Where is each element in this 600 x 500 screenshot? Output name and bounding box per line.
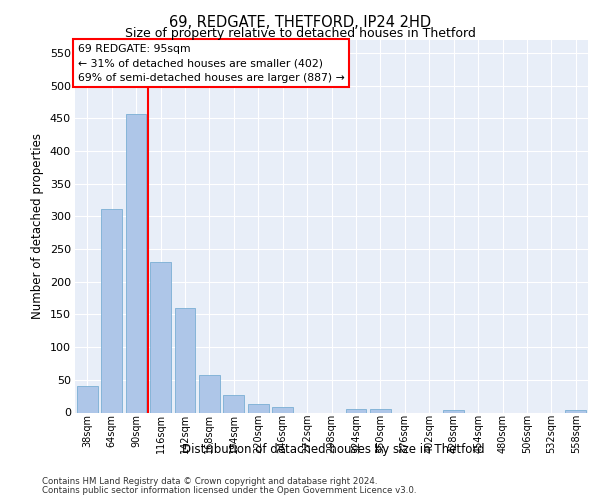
Bar: [346, 409, 367, 412]
Bar: [248, 404, 269, 412]
Bar: [370, 408, 391, 412]
Bar: [223, 395, 244, 412]
Text: Contains public sector information licensed under the Open Government Licence v3: Contains public sector information licen…: [42, 486, 416, 495]
Bar: [175, 308, 196, 412]
Text: 69, REDGATE, THETFORD, IP24 2HD: 69, REDGATE, THETFORD, IP24 2HD: [169, 15, 431, 30]
Text: 69 REDGATE: 95sqm
← 31% of detached houses are smaller (402)
69% of semi-detache: 69 REDGATE: 95sqm ← 31% of detached hous…: [77, 44, 344, 82]
Bar: [150, 262, 171, 412]
Bar: [272, 406, 293, 412]
Bar: [77, 386, 98, 412]
Y-axis label: Number of detached properties: Number of detached properties: [31, 133, 44, 320]
Bar: [565, 410, 586, 412]
Text: Size of property relative to detached houses in Thetford: Size of property relative to detached ho…: [125, 28, 475, 40]
Bar: [101, 210, 122, 412]
Bar: [443, 410, 464, 412]
Bar: [199, 374, 220, 412]
Text: Contains HM Land Registry data © Crown copyright and database right 2024.: Contains HM Land Registry data © Crown c…: [42, 477, 377, 486]
Bar: [125, 114, 146, 412]
Text: Distribution of detached houses by size in Thetford: Distribution of detached houses by size …: [182, 442, 484, 456]
